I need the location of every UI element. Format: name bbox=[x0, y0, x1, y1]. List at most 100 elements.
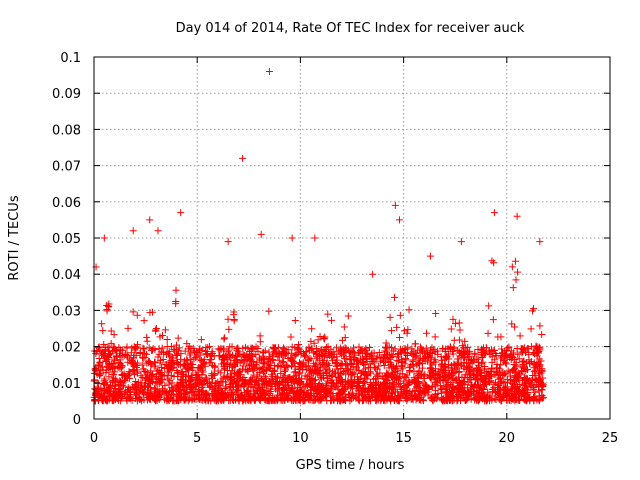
data-point bbox=[390, 396, 398, 404]
data-point bbox=[271, 367, 279, 375]
data-point bbox=[348, 380, 356, 388]
data-point bbox=[386, 359, 394, 367]
data-point bbox=[199, 396, 207, 404]
data-point bbox=[239, 154, 247, 162]
data-point bbox=[197, 362, 205, 370]
data-point bbox=[242, 378, 250, 386]
data-point bbox=[273, 387, 281, 395]
data-point bbox=[355, 382, 363, 390]
data-point bbox=[117, 397, 125, 405]
data-point bbox=[338, 336, 346, 344]
data-point bbox=[143, 350, 151, 358]
data-point bbox=[511, 257, 519, 265]
data-point bbox=[384, 370, 392, 378]
data-point bbox=[126, 369, 134, 377]
data-point bbox=[259, 359, 267, 367]
data-point bbox=[257, 375, 265, 383]
data-point bbox=[230, 316, 238, 324]
data-point bbox=[95, 362, 103, 370]
data-point bbox=[143, 337, 151, 345]
data-point bbox=[172, 286, 180, 294]
data-point bbox=[492, 396, 500, 404]
data-point bbox=[296, 359, 304, 367]
data-point bbox=[301, 372, 309, 380]
data-point bbox=[154, 392, 162, 400]
x-axis-label: GPS time / hours bbox=[296, 458, 405, 473]
data-point bbox=[240, 396, 248, 404]
data-point bbox=[430, 345, 438, 353]
data-point bbox=[125, 394, 133, 402]
data-point bbox=[227, 376, 235, 384]
data-point bbox=[519, 361, 527, 369]
data-point bbox=[218, 360, 226, 368]
data-point bbox=[458, 374, 466, 382]
data-point bbox=[246, 396, 254, 404]
data-point bbox=[243, 353, 251, 361]
data-point bbox=[449, 315, 457, 323]
data-point bbox=[514, 268, 522, 276]
data-point bbox=[480, 381, 488, 389]
data-point bbox=[371, 363, 379, 371]
data-point bbox=[97, 370, 105, 378]
data-point bbox=[265, 307, 273, 315]
data-point bbox=[501, 378, 509, 386]
data-point bbox=[512, 361, 520, 369]
data-point bbox=[248, 352, 256, 360]
data-point bbox=[105, 390, 113, 398]
data-point bbox=[527, 325, 535, 333]
data-point bbox=[164, 368, 172, 376]
data-point bbox=[388, 327, 396, 335]
data-point bbox=[282, 349, 290, 357]
data-point bbox=[184, 373, 192, 381]
data-point bbox=[358, 358, 366, 366]
data-point bbox=[230, 377, 238, 385]
data-point bbox=[124, 384, 132, 392]
data-point bbox=[327, 397, 335, 405]
data-point bbox=[429, 397, 437, 405]
data-point bbox=[530, 367, 538, 375]
data-point bbox=[519, 345, 527, 353]
data-point bbox=[404, 326, 412, 334]
data-point bbox=[220, 345, 228, 353]
data-point bbox=[378, 373, 386, 381]
x-tick-labels: 0 5 10 15 20 25 bbox=[90, 431, 618, 446]
data-point bbox=[343, 361, 351, 369]
data-point bbox=[530, 385, 538, 393]
data-point bbox=[116, 387, 124, 395]
data-point bbox=[469, 367, 477, 375]
data-point bbox=[536, 361, 544, 369]
data-point bbox=[375, 362, 383, 370]
y-tick-label: 0 bbox=[73, 413, 81, 428]
data-point bbox=[374, 391, 382, 399]
data-point bbox=[521, 376, 529, 384]
data-point bbox=[480, 385, 488, 393]
data-point bbox=[311, 396, 319, 404]
data-point bbox=[254, 382, 262, 390]
data-point bbox=[478, 389, 486, 397]
data-point bbox=[464, 391, 472, 399]
data-point bbox=[468, 359, 476, 367]
data-point bbox=[197, 336, 205, 344]
data-point bbox=[152, 326, 160, 334]
data-point bbox=[486, 371, 494, 379]
data-point bbox=[164, 375, 172, 383]
data-point bbox=[497, 397, 505, 405]
data-point bbox=[211, 363, 219, 371]
data-point bbox=[475, 361, 483, 369]
data-point bbox=[185, 343, 193, 351]
data-point bbox=[140, 345, 148, 353]
data-point bbox=[133, 311, 141, 319]
data-point bbox=[296, 394, 304, 402]
data-point bbox=[383, 369, 391, 377]
data-point bbox=[234, 387, 242, 395]
data-point bbox=[205, 343, 213, 351]
data-point bbox=[431, 333, 439, 341]
data-point bbox=[492, 368, 500, 376]
data-point bbox=[116, 365, 124, 373]
data-point bbox=[527, 381, 535, 389]
data-point bbox=[188, 373, 196, 381]
data-point bbox=[452, 375, 460, 383]
data-point bbox=[523, 365, 531, 373]
data-point bbox=[132, 383, 140, 391]
data-point bbox=[140, 317, 148, 325]
